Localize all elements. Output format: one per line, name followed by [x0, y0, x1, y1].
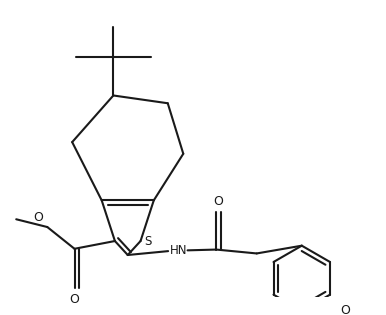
Text: O: O: [340, 305, 350, 315]
Text: S: S: [144, 235, 152, 248]
Text: HN: HN: [170, 244, 187, 257]
Text: O: O: [33, 211, 42, 224]
Text: O: O: [214, 195, 223, 208]
Text: O: O: [69, 293, 80, 306]
